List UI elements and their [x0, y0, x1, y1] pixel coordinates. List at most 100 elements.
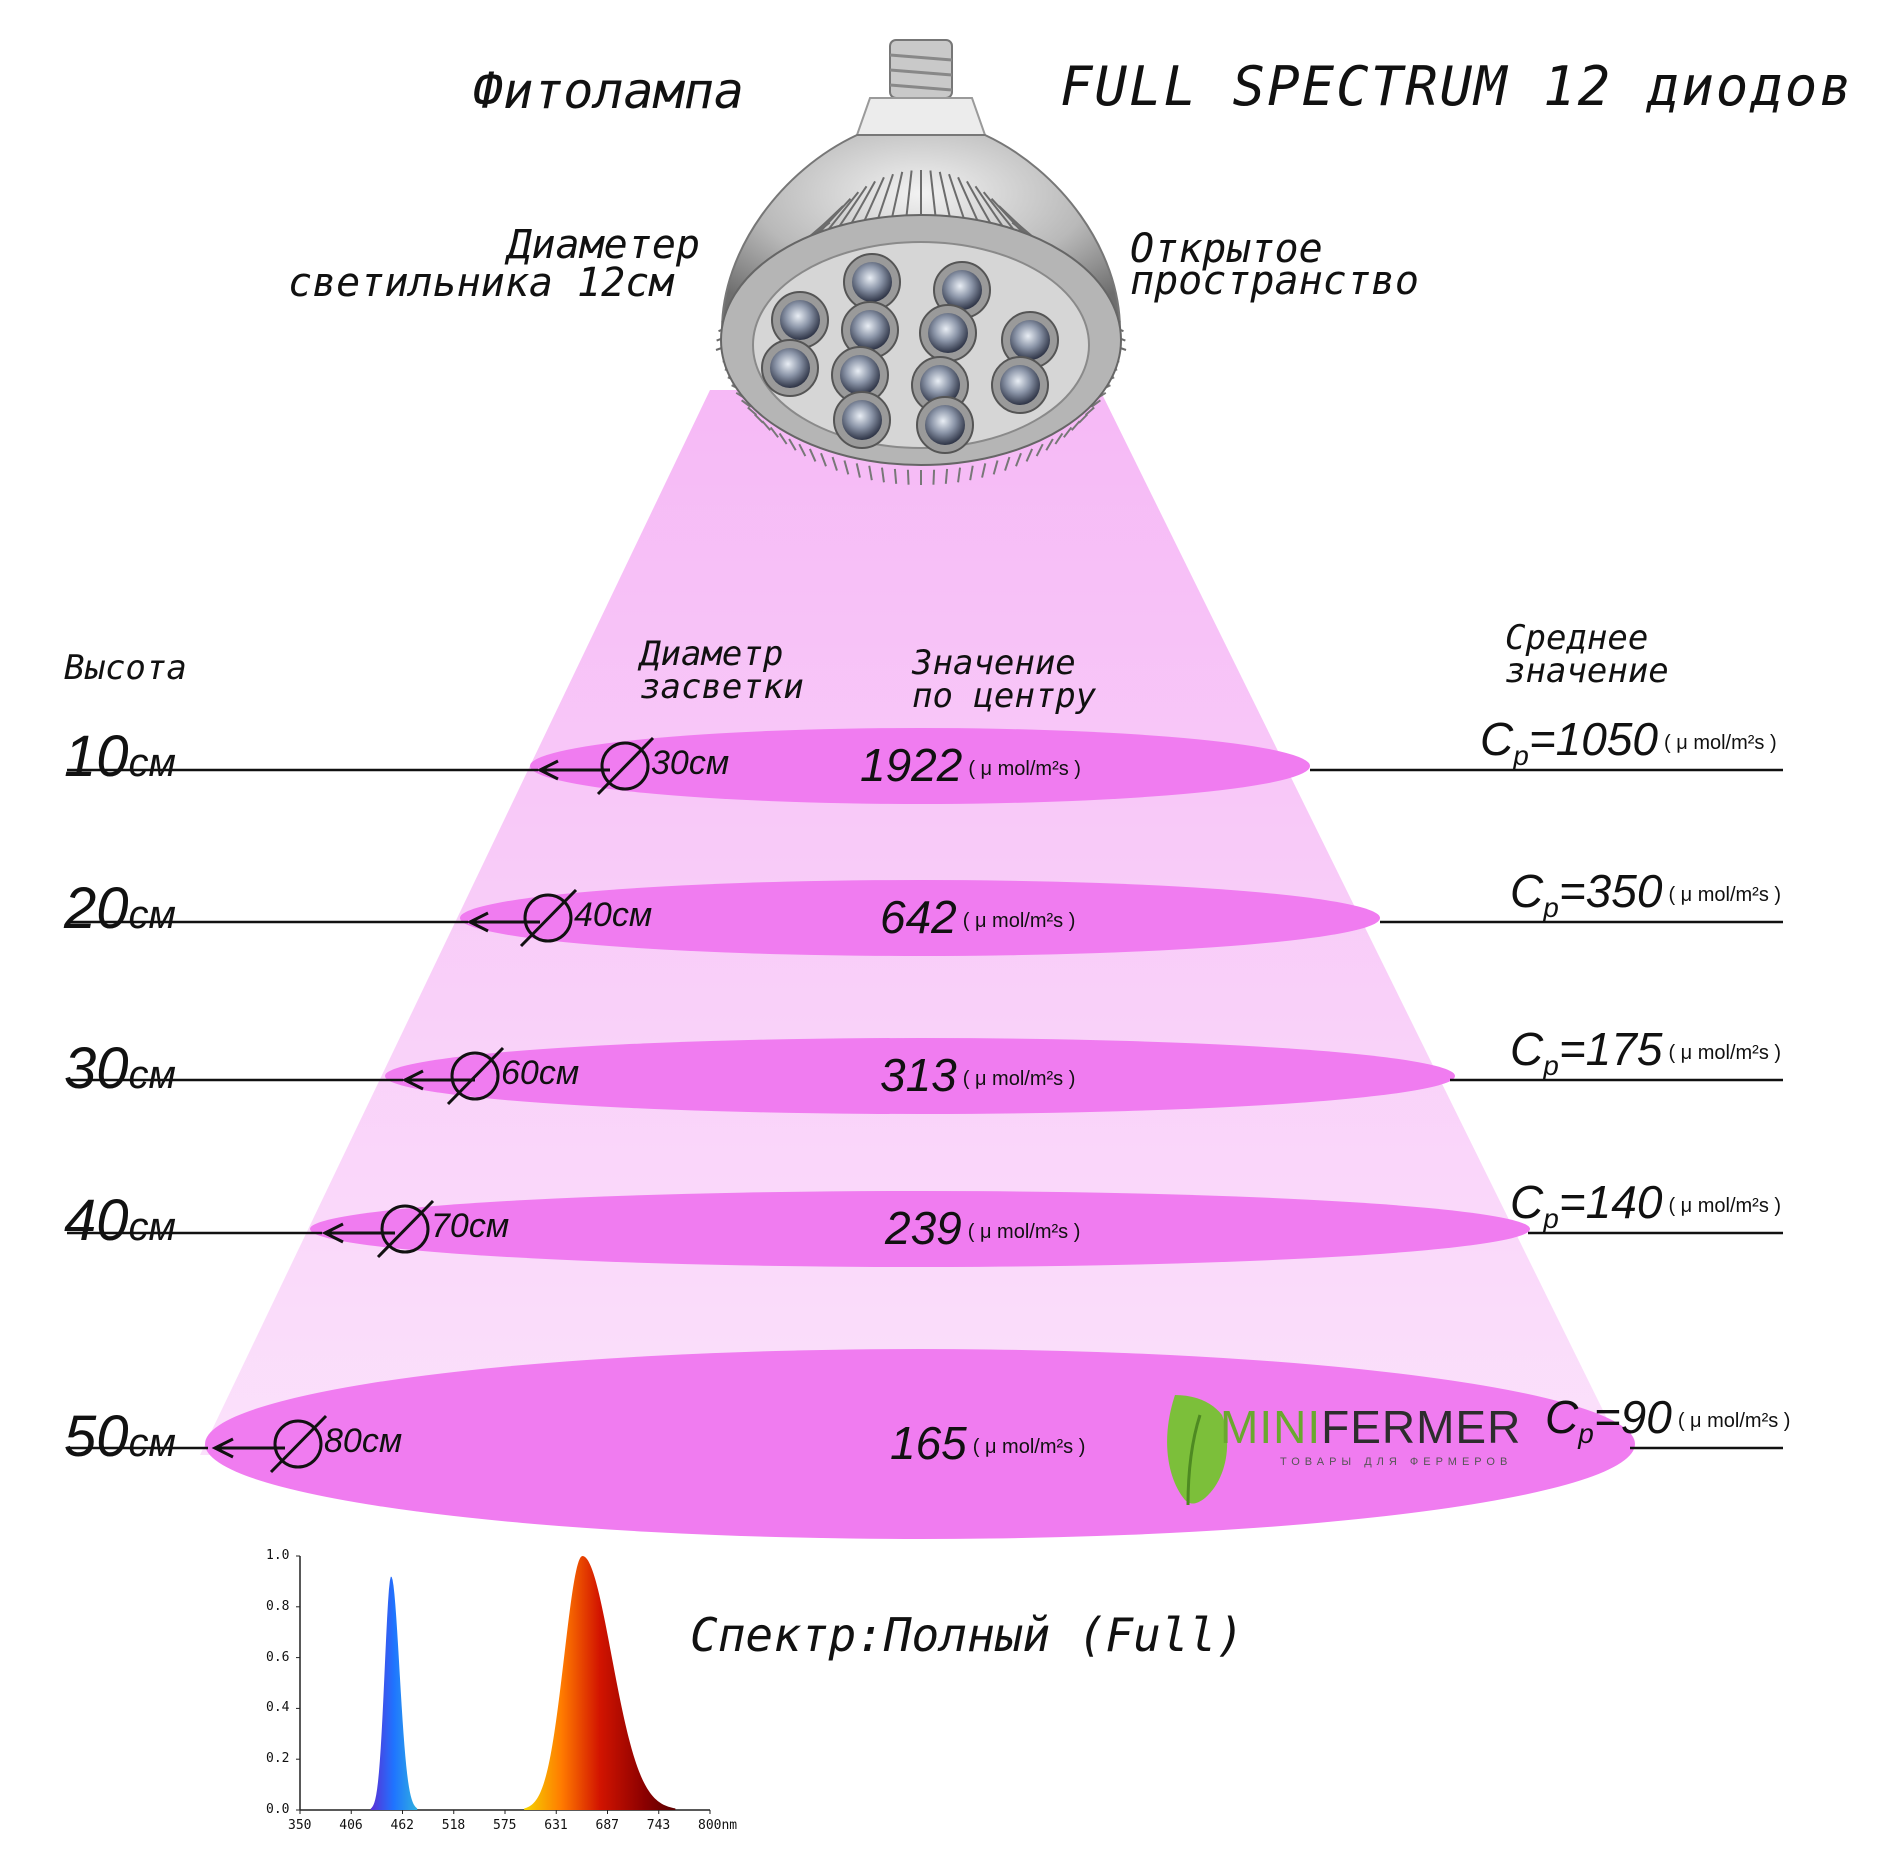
average-value: =140 [1558, 1176, 1663, 1228]
title-right: FULL SPECTRUM 12 диодов [1060, 55, 1854, 118]
average-value: =1050 [1528, 713, 1659, 765]
center-value: 642 [880, 891, 957, 943]
height-label: 50см [64, 1408, 176, 1466]
arrow-icon [401, 1069, 475, 1091]
measurement-row-graphics [67, 728, 1783, 804]
x-tick-label: 462 [390, 1818, 414, 1833]
led-diode [916, 396, 974, 454]
height-unit: см [128, 1053, 176, 1097]
led-diode [833, 391, 891, 449]
diameter-value: 30см [651, 744, 730, 782]
measurement-row-graphics [67, 1349, 1783, 1539]
diameter-icon [450, 1051, 500, 1101]
center-unit: ( μ mol/m²s ) [962, 1067, 1076, 1090]
height-value: 10 [64, 724, 129, 789]
average-value: =90 [1593, 1391, 1672, 1443]
average-value-block: Cp=350( μ mol/m²s ) [1510, 868, 1781, 922]
led-diode [919, 304, 977, 362]
center-value-block: 1922( μ mol/m²s ) [860, 742, 1081, 788]
height-value: 30 [64, 1036, 129, 1101]
center-value-block: 642( μ mol/m²s ) [880, 894, 1075, 940]
center-value-block: 165( μ mol/m²s ) [890, 1420, 1085, 1466]
led-diode [761, 339, 819, 397]
y-tick-label: 0.0 [266, 1802, 290, 1817]
height-value: 40 [64, 1188, 129, 1253]
x-tick-label: 350 [288, 1818, 312, 1833]
center-value: 165 [890, 1417, 967, 1469]
x-tick-label: 575 [493, 1818, 517, 1833]
center-value: 1922 [860, 739, 963, 791]
arrow-icon [466, 911, 540, 933]
average-subscript: p [1543, 892, 1559, 924]
arrow-icon [211, 1437, 285, 1459]
led-diode [771, 291, 829, 349]
diameter-slash [446, 1046, 505, 1106]
average-prefix: C [1510, 1176, 1544, 1228]
average-value-block: Cp=90( μ mol/m²s ) [1545, 1394, 1790, 1448]
header-diameter-1: Диаметр [640, 634, 784, 674]
brand-block: MINIFERMER ТОВАРЫ ДЛЯ ФЕРМЕРОВ [1220, 1400, 1521, 1468]
title-left: Фитолампа [473, 62, 744, 120]
average-unit: ( μ mol/m²s ) [1677, 1409, 1791, 1432]
height-label: 40см [64, 1192, 176, 1250]
x-tick-label: 631 [544, 1818, 568, 1833]
led-diode [841, 301, 899, 359]
height-label: 10см [64, 728, 176, 786]
led-diode [843, 253, 901, 311]
average-value-block: Cp=175( μ mol/m²s ) [1510, 1026, 1781, 1080]
height-unit: см [128, 1421, 176, 1465]
light-spot-ellipse [385, 1038, 1455, 1114]
light-spot-ellipse [460, 880, 1380, 956]
header-diameter-2: засветки [640, 667, 804, 707]
average-prefix: C [1480, 713, 1514, 765]
height-unit: см [128, 1205, 176, 1249]
average-subscript: p [1578, 1418, 1594, 1450]
average-prefix: C [1545, 1391, 1579, 1443]
height-value: 20 [64, 876, 129, 941]
center-unit: ( μ mol/m²s ) [972, 1435, 1086, 1458]
y-tick-label: 1.0 [266, 1548, 290, 1563]
height-unit: см [128, 741, 176, 785]
average-prefix: C [1510, 1023, 1544, 1075]
diameter-slash [376, 1199, 435, 1259]
average-subscript: p [1543, 1050, 1559, 1082]
header-center-1: Значение [912, 643, 1076, 683]
height-label: 20см [64, 880, 176, 938]
average-value: =350 [1558, 865, 1663, 917]
lamp-diameter-label-2: светильника 12см [288, 260, 674, 306]
center-unit: ( μ mol/m²s ) [968, 757, 1081, 780]
y-tick-label: 0.2 [266, 1751, 290, 1767]
height-label: 30см [64, 1040, 176, 1098]
diameter-value: 80см [324, 1422, 403, 1460]
center-unit: ( μ mol/m²s ) [962, 909, 1076, 932]
center-unit: ( μ mol/m²s ) [967, 1220, 1081, 1243]
average-value-block: Cp=1050( μ mol/m²s ) [1480, 716, 1777, 770]
average-unit: ( μ mol/m²s ) [1668, 1041, 1782, 1064]
spectrum-label: Спектр:Полный (Full) [690, 1608, 1244, 1662]
diameter-icon [273, 1419, 323, 1469]
average-subscript: p [1513, 740, 1529, 772]
open-space-label-2: пространство [1130, 258, 1419, 304]
y-tick-label: 0.6 [266, 1649, 290, 1665]
light-spot-ellipse [205, 1349, 1635, 1539]
open-space-label-1: Открытое [1130, 226, 1323, 272]
light-spot-ellipse [310, 1191, 1530, 1267]
measurement-row-graphics [67, 880, 1783, 956]
header-average-2: значение [1505, 651, 1669, 691]
y-tick-label: 0.4 [266, 1700, 290, 1716]
average-unit: ( μ mol/m²s ) [1668, 1194, 1782, 1217]
blue-peak [370, 1576, 418, 1810]
center-value-block: 313( μ mol/m²s ) [880, 1052, 1075, 1098]
center-value-block: 239( μ mol/m²s ) [885, 1205, 1080, 1251]
x-tick-label: 687 [595, 1818, 619, 1833]
measurement-row-graphics [67, 1038, 1783, 1114]
x-tick-label: 406 [339, 1818, 363, 1833]
brand-mini: MINI [1220, 1401, 1322, 1453]
arrow-icon [536, 759, 610, 781]
diameter-value: 40см [574, 896, 653, 934]
brand-tagline: ТОВАРЫ ДЛЯ ФЕРМЕРОВ [1280, 1456, 1513, 1468]
header-average-1: Среднее [1505, 618, 1649, 658]
measurement-row-graphics [67, 1191, 1783, 1267]
